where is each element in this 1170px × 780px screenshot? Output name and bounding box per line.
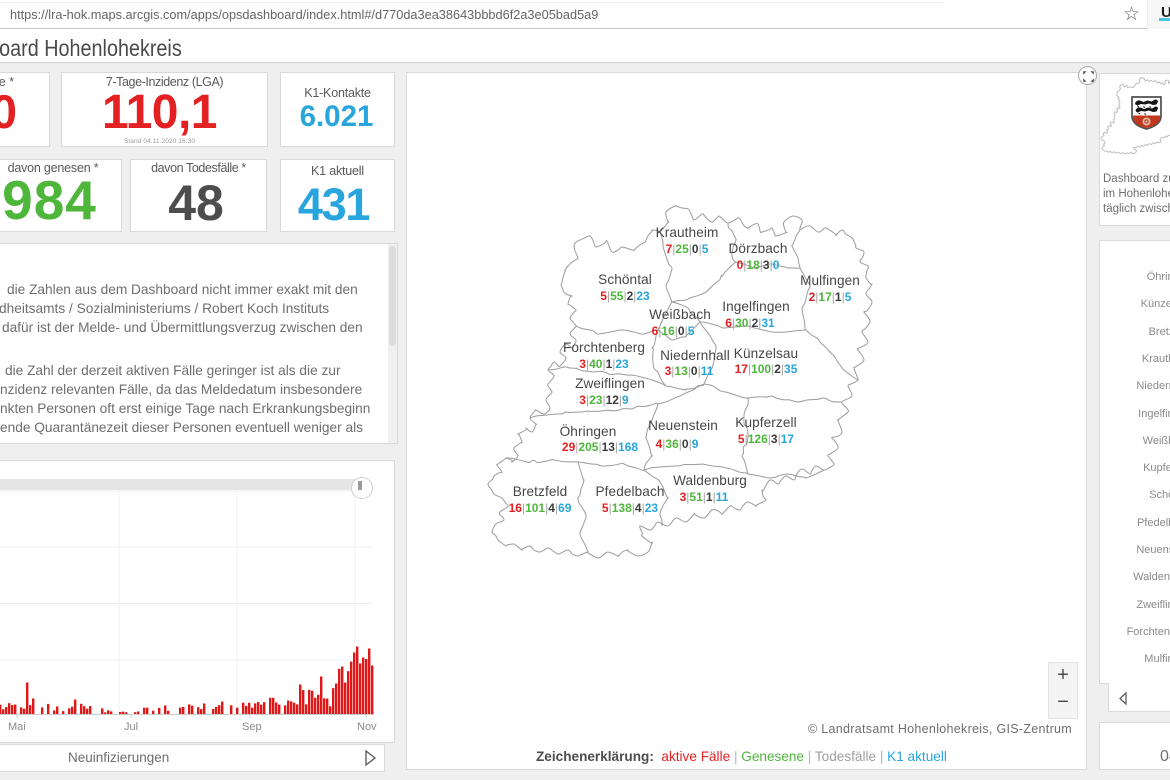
- svg-text:Mai: Mai: [8, 721, 26, 733]
- svg-text:Nov: Nov: [357, 721, 377, 733]
- svg-text:Jul: Jul: [124, 721, 138, 733]
- svg-text:Sep: Sep: [242, 721, 262, 733]
